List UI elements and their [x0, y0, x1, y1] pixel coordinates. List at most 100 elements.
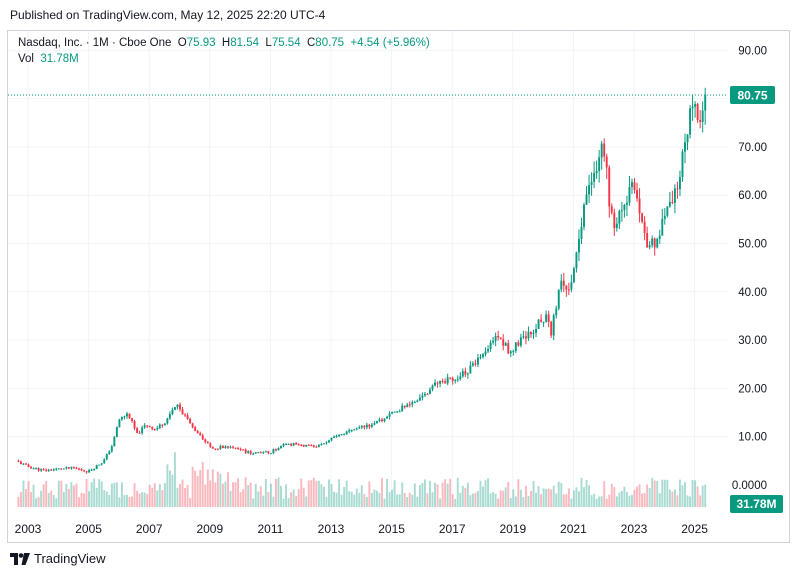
- x-tick-label: 2021: [560, 522, 587, 536]
- candle-body: [507, 343, 510, 354]
- candle-body: [348, 430, 351, 432]
- volume-bar: [456, 478, 459, 507]
- volume-bar: [436, 484, 439, 507]
- volume-bar: [439, 498, 442, 507]
- candle-body: [136, 428, 139, 433]
- candle-body: [620, 210, 623, 212]
- candle-body: [610, 206, 613, 213]
- candle-body: [287, 443, 290, 445]
- volume-bar: [449, 478, 452, 507]
- volume-bar: [267, 492, 270, 507]
- volume-bar: [673, 489, 676, 507]
- volume-bar: [643, 492, 646, 507]
- candle-body: [128, 413, 131, 419]
- volume-bar: [633, 489, 636, 507]
- volume-bar: [297, 488, 300, 507]
- volume-bar: [204, 484, 207, 507]
- volume-bar: [75, 483, 78, 507]
- volume-bar: [565, 494, 568, 507]
- volume-bar: [131, 496, 133, 507]
- volume-bar: [575, 487, 578, 507]
- volume-bar: [60, 480, 63, 507]
- y-tick-label: 0.0000: [732, 480, 767, 492]
- candle-body: [373, 423, 376, 425]
- candle-body: [126, 413, 128, 417]
- candle-body: [378, 419, 381, 422]
- candle-body: [550, 321, 553, 336]
- candle-body: [656, 238, 659, 248]
- candle-body: [257, 452, 260, 454]
- candle-body: [689, 108, 692, 135]
- candle-body: [173, 407, 176, 410]
- tradingview-logo-icon[interactable]: [10, 552, 30, 565]
- candle-body: [383, 418, 386, 422]
- volume-bar: [373, 489, 376, 507]
- candle-body: [141, 427, 144, 434]
- candle-body: [583, 204, 585, 227]
- volume-bar: [257, 491, 260, 507]
- candle-body: [618, 210, 621, 224]
- candle-body: [673, 188, 676, 203]
- candle-body: [439, 380, 442, 384]
- candle-body: [545, 314, 548, 322]
- volume-bar: [358, 492, 361, 507]
- volume-bar: [648, 488, 651, 507]
- volume-bar: [141, 492, 144, 507]
- volume-bar: [583, 487, 585, 507]
- candle-body: [580, 226, 583, 239]
- volume-bar: [158, 483, 161, 507]
- volume-bar: [466, 482, 469, 507]
- volume-bar: [262, 495, 265, 507]
- volume-bar: [227, 472, 229, 507]
- candle-body: [489, 342, 492, 350]
- candle-body: [60, 468, 63, 470]
- candle-body: [547, 314, 550, 322]
- y-tick-label: 70.00: [738, 142, 767, 154]
- volume-bar: [232, 482, 234, 507]
- footer-brand[interactable]: TradingView: [34, 551, 106, 566]
- volume-bar: [320, 484, 323, 507]
- volume-bar: [530, 491, 532, 507]
- volume-bar: [524, 485, 527, 507]
- candle-body: [166, 418, 169, 424]
- volume-bar: [201, 462, 204, 507]
- volume-bar: [446, 483, 449, 507]
- candle-body: [353, 429, 356, 431]
- volume-bar: [479, 480, 482, 507]
- volume-bar: [461, 485, 464, 507]
- price-chart[interactable]: 90.0080.0070.0060.0050.0040.0030.0020.00…: [8, 31, 789, 542]
- candle-body: [100, 463, 103, 465]
- candle-body: [269, 453, 272, 455]
- candle-body: [691, 106, 694, 109]
- volume-bar: [234, 482, 237, 507]
- volume-bar: [219, 473, 222, 507]
- volume-bar: [403, 493, 406, 507]
- volume-bar: [328, 479, 330, 507]
- candle-body: [464, 371, 467, 375]
- legend-ohlc-row: Nasdaq, Inc. · 1M · Cboe One O75.93 H81.…: [18, 35, 430, 51]
- candle-body: [333, 436, 335, 438]
- candle-body: [403, 405, 406, 408]
- legend-volume-row: Vol 31.78M: [18, 51, 430, 67]
- chart-frame[interactable]: 90.0080.0070.0060.0050.0040.0030.0020.00…: [7, 30, 790, 543]
- candle-body: [398, 411, 401, 413]
- candle-body: [370, 424, 373, 427]
- candle-body: [375, 421, 378, 424]
- candle-body: [608, 167, 611, 207]
- candle-body: [32, 468, 35, 470]
- candle-body: [199, 433, 202, 436]
- volume-bars: [17, 452, 707, 507]
- grid-lines: [8, 31, 728, 507]
- candle-body: [358, 427, 361, 429]
- candle-body: [694, 103, 697, 107]
- volume-bar: [701, 485, 704, 507]
- candle-body: [517, 342, 520, 346]
- volume-bar: [646, 484, 649, 507]
- volume-bar: [512, 489, 515, 507]
- volume-bar: [469, 495, 472, 507]
- candle-body: [30, 466, 32, 469]
- volume-bar: [338, 479, 341, 507]
- candle-body: [605, 156, 608, 168]
- volume-bar: [628, 495, 631, 507]
- volume-bar: [656, 481, 659, 507]
